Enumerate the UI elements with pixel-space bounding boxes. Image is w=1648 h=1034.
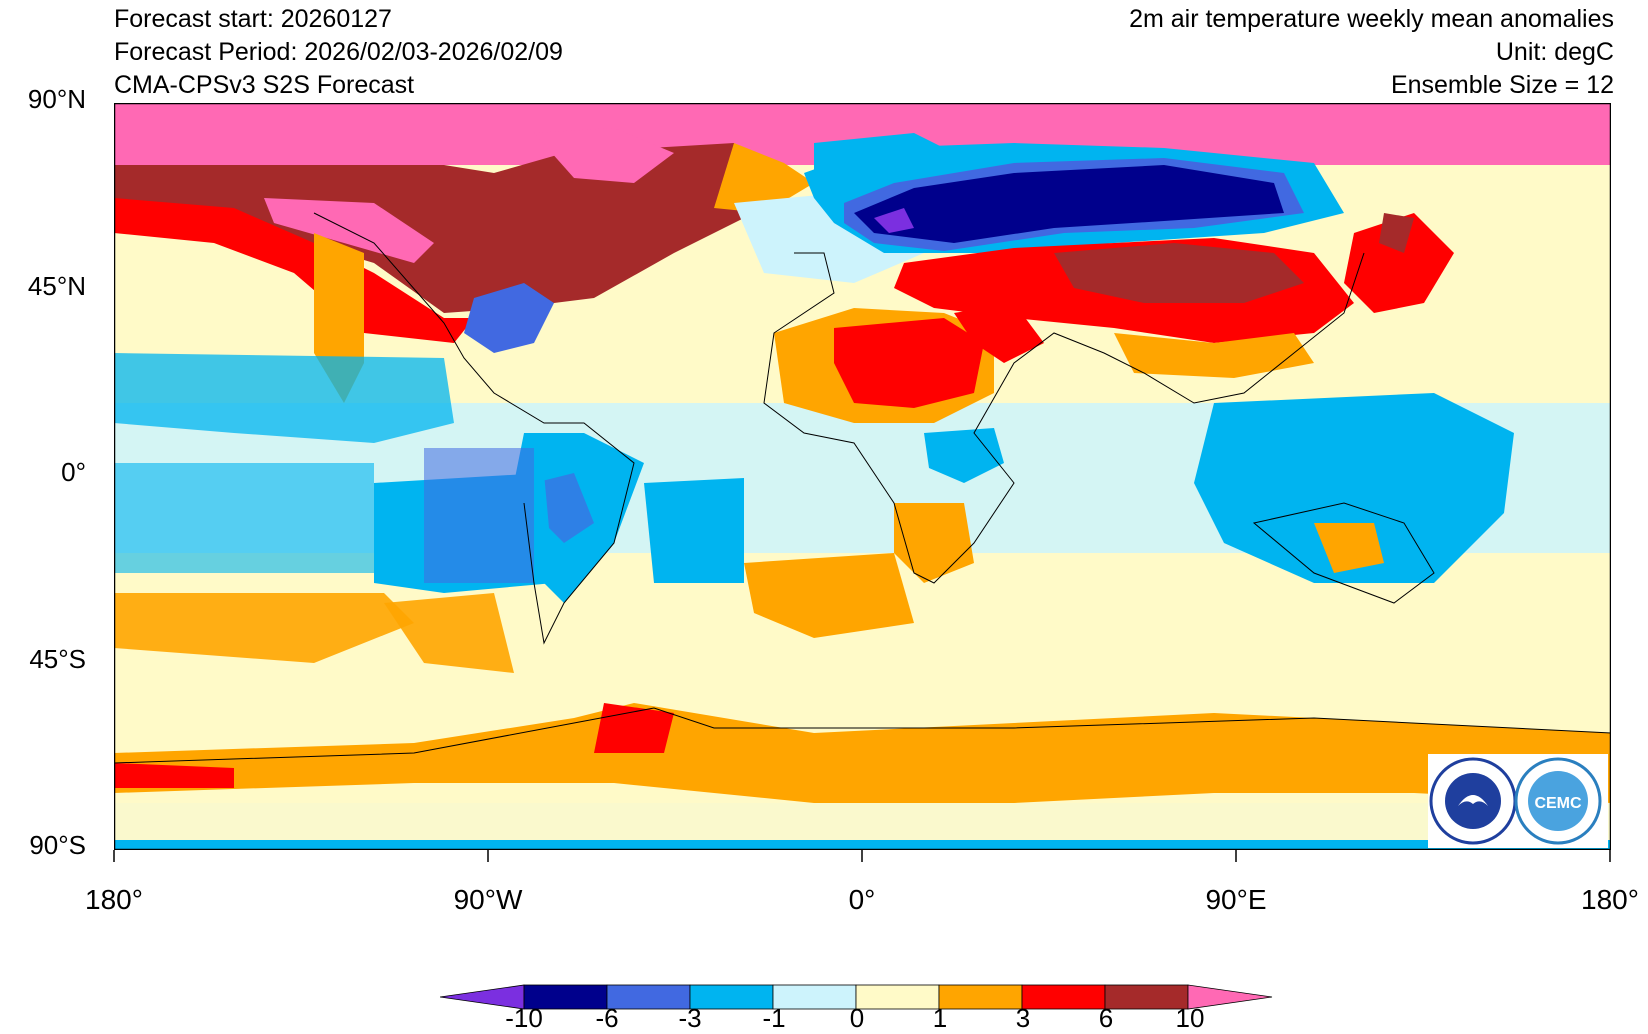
colorbar-segment [855,984,940,1010]
region-northern-canada [114,143,754,313]
region-australia-indonesia [1194,393,1514,583]
anomaly-map [114,103,1611,850]
cemc-logo: CEMC [1514,757,1602,845]
colorbar-label: -10 [505,1003,543,1033]
colorbar-segment [772,984,857,1010]
map-frame [114,103,1611,850]
region-south-pacific-warm [114,593,414,663]
region-south-atlantic-cool [644,478,744,583]
coastline-eurasia-africa [763,252,1365,584]
logo-panel: CEMC [1428,754,1608,848]
xtick-180e: 180° [1581,884,1639,915]
region-australia-warm [1314,523,1384,573]
ytick-90n: 90°N [27,84,86,114]
region-alaska-west-canada [114,198,474,343]
xtick-0: 0° [848,884,876,915]
colorbar-label: 3 [1015,1003,1031,1033]
forecast-start-text: Forecast start: 20260127 [114,5,392,33]
colorbar-label: 0 [849,1003,865,1033]
cemc-logo-text: CEMC [1534,795,1582,812]
forecast-period-text: Forecast Period: 2026/02/03-2026/02/09 [114,38,563,66]
coastline-americas [313,212,635,645]
coastline-antarctica [114,707,1611,764]
colorbar-segment [606,984,691,1010]
colorbar [440,984,1273,1010]
map-canvas [114,103,1611,850]
band-south-pole [114,840,1611,850]
region-east-africa-cool [924,428,1004,483]
colorbar-label: 6 [1098,1003,1114,1033]
unit-text: Unit: degC [1495,38,1614,66]
colorbar-label: -6 [595,1003,619,1033]
region-arabia [954,303,1044,363]
xtick-90w: 90°W [453,884,523,915]
x-tick-marks [113,850,1611,862]
region-antarctica [114,703,1611,803]
region-south-pacific-warm-2 [384,593,514,673]
logos-svg: CEMC [1429,757,1602,845]
cma-logo [1429,757,1517,845]
colorbar-segment [938,984,1023,1010]
colorbar-segment [1104,984,1189,1010]
region-east-asia-warm [1344,213,1454,313]
region-tibet [1114,333,1314,378]
colorbar-label: -3 [678,1003,702,1033]
region-south-atlantic-warm [744,553,914,638]
region-east-asia-hot [1379,213,1414,253]
ytick-45n: 45°N [27,271,86,301]
region-central-asia [1054,243,1304,303]
region-sahara-middle-east [834,318,984,408]
region-eurasia-extreme [874,208,914,233]
colorbar-segment [1187,984,1273,1010]
xtick-90e: 90°E [1205,884,1267,915]
region-greenland-sea [714,143,814,213]
region-tropical-pacific-core [424,448,534,583]
colorbar-label: -1 [762,1003,786,1033]
colorbar-label: 10 [1175,1003,1205,1033]
region-antarctic-interior [114,803,1611,840]
colorbar-segment [689,984,774,1010]
region-northern-eurasia [854,165,1284,243]
colorbar-segment [523,984,608,1010]
region-south-america-core [534,473,594,543]
coastlines [114,212,1611,764]
region-south-pacific-cool [114,463,374,573]
ytick-45s: 45°S [29,644,86,674]
ytick-0: 0° [61,457,86,487]
variable-title: 2m air temperature weekly mean anomalies [1129,5,1614,33]
region-greenland-pink [534,128,674,183]
xtick-180w: 180° [85,884,143,915]
region-ross-sea-warm [114,763,234,788]
coastline-australia [1252,502,1435,604]
region-tropical-pacific-north [114,353,454,443]
ensemble-size-text: Ensemble Size = 12 [1390,71,1614,99]
model-name-text: CMA-CPSv3 S2S Forecast [114,71,415,99]
colorbar-label: 1 [932,1003,948,1033]
region-eastern-north-america [464,283,554,353]
ytick-90s: 90°S [29,830,86,860]
colorbar-segment [1021,984,1106,1010]
